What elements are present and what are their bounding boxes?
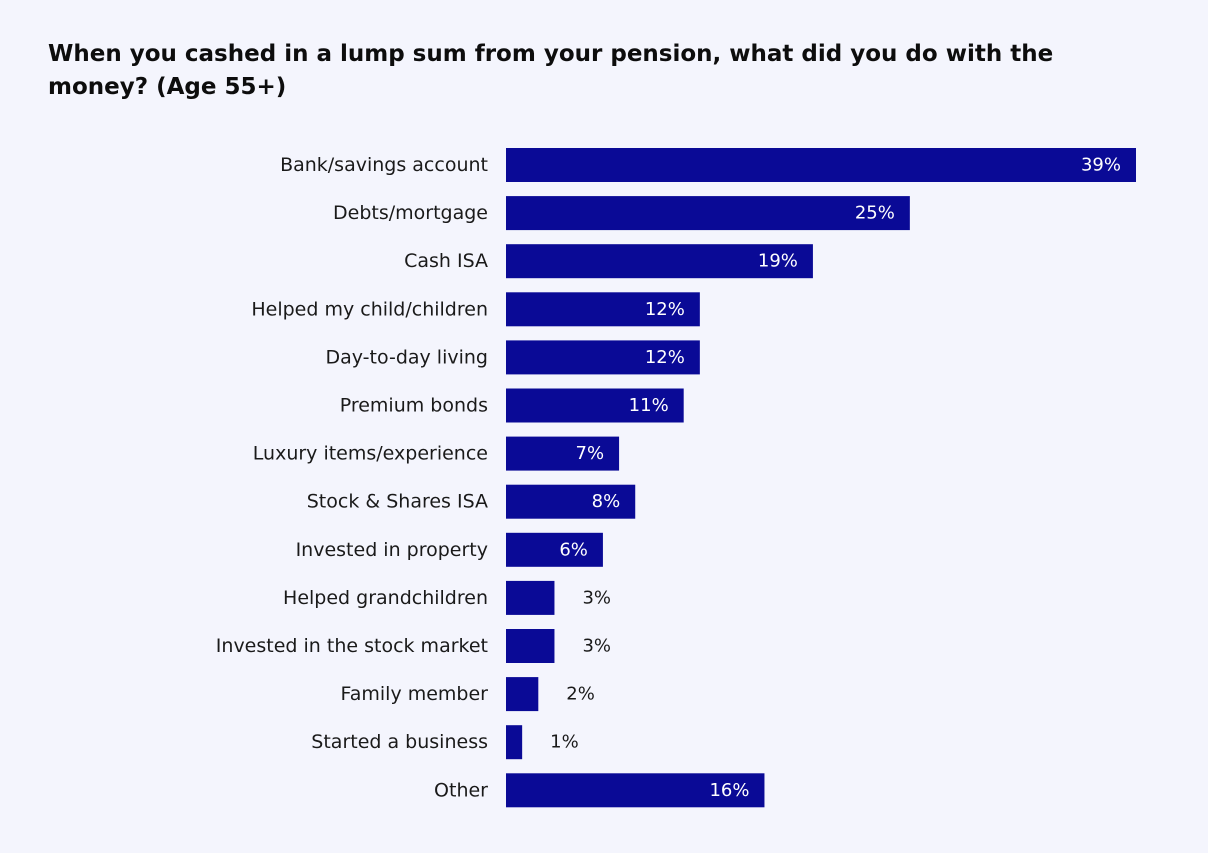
value-label: 11%	[629, 395, 669, 416]
value-label: 3%	[582, 587, 611, 608]
bar-row: Helped grandchildren 3%	[283, 580, 611, 615]
bar	[506, 340, 700, 375]
category-label: Luxury items/experience	[253, 443, 488, 465]
category-label: Bank/savings account	[280, 154, 488, 176]
bar-row: Bank/savings account 39%	[280, 148, 1136, 182]
bar-row: Family member 2%	[341, 677, 595, 712]
bars-layer: Bank/savings account 39% Debts/mortgage 25%…	[216, 148, 1136, 808]
value-label: 39%	[1081, 155, 1121, 176]
value-label: 1%	[550, 732, 579, 753]
bar-row: Invested in property 6%	[296, 532, 603, 567]
value-label: 25%	[855, 203, 895, 224]
category-label: Helped grandchildren	[283, 587, 488, 609]
bar	[506, 484, 636, 519]
bar	[506, 436, 620, 471]
bar-row: Invested in the stock market 3%	[216, 629, 611, 663]
value-label: 6%	[559, 539, 588, 560]
category-label: Family member	[341, 683, 489, 705]
bar-row: Luxury items/experience 7%	[253, 436, 620, 471]
category-label: Other	[434, 779, 488, 801]
bar-row: Cash ISA 19%	[404, 244, 813, 279]
bar-row: Started a business 1%	[311, 725, 579, 760]
bar	[506, 629, 555, 663]
bar	[506, 196, 910, 231]
value-label: 16%	[709, 780, 749, 801]
category-label: Invested in the stock market	[216, 635, 488, 657]
bar	[506, 773, 765, 808]
bar	[506, 292, 700, 327]
bar	[506, 244, 813, 279]
value-label: 12%	[645, 347, 685, 368]
value-label: 7%	[576, 443, 605, 464]
bar	[506, 148, 1136, 182]
bar-row: Other 16%	[434, 773, 765, 808]
bar	[506, 677, 539, 712]
bar	[506, 580, 555, 615]
value-label: 19%	[758, 251, 798, 272]
bar	[506, 725, 523, 760]
category-label: Helped my child/children	[251, 298, 488, 320]
chart-title: When you cashed in a lump sum from your …	[48, 41, 1054, 100]
category-label: Stock & Shares ISA	[307, 491, 488, 513]
bar	[506, 532, 603, 567]
bar-row: Premium bonds 11%	[340, 388, 684, 423]
category-label: Started a business	[311, 731, 488, 753]
category-label: Cash ISA	[404, 250, 488, 272]
value-label: 3%	[582, 636, 611, 657]
category-label: Day-to-day living	[326, 346, 489, 368]
bar	[506, 388, 684, 423]
bar-row: Day-to-day living 12%	[326, 340, 700, 375]
value-label: 2%	[566, 684, 595, 705]
category-label: Debts/mortgage	[333, 202, 488, 224]
bar-row: Stock & Shares ISA 8%	[307, 484, 636, 519]
bar-row: Debts/mortgage 25%	[333, 196, 910, 231]
value-label: 8%	[592, 491, 621, 512]
category-label: Premium bonds	[340, 395, 488, 417]
bar-row: Helped my child/children 12%	[251, 292, 700, 327]
value-label: 12%	[645, 299, 685, 320]
category-label: Invested in property	[296, 539, 488, 561]
